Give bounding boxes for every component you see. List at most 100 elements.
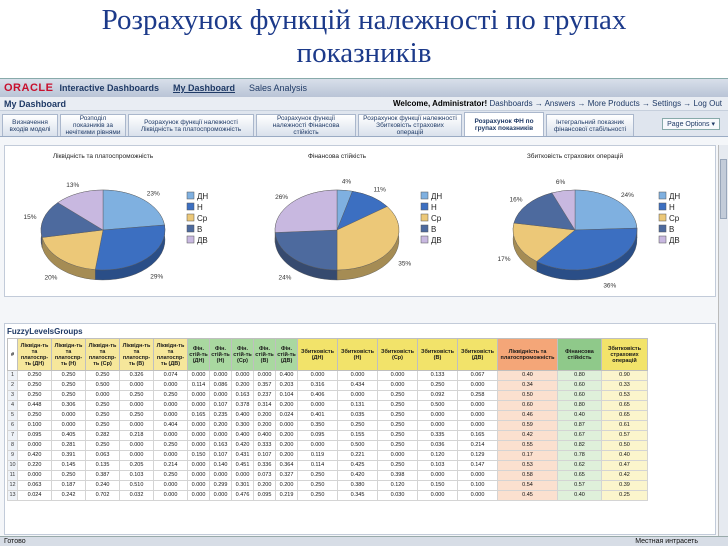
table-cell: 0.250 bbox=[17, 380, 52, 391]
table-cell: 0.103 bbox=[119, 470, 154, 481]
table-cell: 0.299 bbox=[209, 480, 232, 491]
table-cell: 0.250 bbox=[51, 390, 86, 401]
table-cell: 0.420 bbox=[17, 450, 52, 461]
table-cell: 0.62 bbox=[557, 460, 602, 471]
table-cell: 0.250 bbox=[417, 380, 458, 391]
tab-model-inputs[interactable]: Визначення входів моделі bbox=[2, 114, 58, 136]
legend-swatch-2-3 bbox=[658, 224, 667, 233]
table-cell: 0.000 bbox=[153, 410, 188, 421]
scroll-thumb[interactable] bbox=[720, 159, 727, 219]
table-cell: 0.114 bbox=[187, 380, 210, 391]
table-cell: 0.33 bbox=[601, 380, 648, 391]
table-cell: 0.000 bbox=[153, 380, 188, 391]
table-cell: 0.063 bbox=[85, 450, 120, 461]
table-cell: 0.250 bbox=[377, 390, 418, 401]
table-cell: 0.095 bbox=[297, 430, 338, 441]
table-cell: 0.000 bbox=[85, 390, 120, 401]
table-cell: 0.107 bbox=[209, 400, 232, 411]
table-cell: 0.400 bbox=[275, 370, 298, 381]
table-cell: 0.120 bbox=[377, 480, 418, 491]
legend-label-0-4: ДВ bbox=[197, 236, 208, 245]
table-cell: 0.34 bbox=[497, 380, 558, 391]
table-cell: 0.90 bbox=[601, 370, 648, 381]
table-cell: 0.448 bbox=[17, 400, 52, 411]
table-cell: 7 bbox=[7, 430, 18, 441]
table-cell: 2 bbox=[7, 380, 18, 391]
table-cell: 0.345 bbox=[337, 490, 378, 501]
table-cell: 0.50 bbox=[601, 440, 648, 451]
table-cell: 0.250 bbox=[85, 370, 120, 381]
legend-swatch-1-3 bbox=[420, 224, 429, 233]
table-cell: 0.000 bbox=[119, 400, 154, 411]
table-cell: 0.000 bbox=[187, 440, 210, 451]
legend-label-1-1: Н bbox=[431, 203, 437, 212]
table-cell: 0.150 bbox=[187, 450, 210, 461]
pie-charts: Ліквідність та платоспроможність 23% 29% 20… bbox=[24, 152, 681, 289]
vertical-scrollbar[interactable] bbox=[718, 145, 728, 546]
table-cell: 0.500 bbox=[85, 380, 120, 391]
table-cell: 0.200 bbox=[209, 420, 232, 431]
table-cell: 0.135 bbox=[85, 460, 120, 471]
table-cell: 0.000 bbox=[417, 470, 458, 481]
table-header-18: Збитковість страхових операцій bbox=[601, 338, 648, 371]
table-cell: 0.405 bbox=[51, 430, 86, 441]
dashboard-bar: My Dashboard Welcome, Administrator! Das… bbox=[0, 97, 728, 111]
table-cell: 0.000 bbox=[153, 450, 188, 461]
table-cell: 0.104 bbox=[275, 390, 298, 401]
table-cell: 0.000 bbox=[457, 410, 498, 421]
table-cell: 0.250 bbox=[297, 470, 338, 481]
page-options-button[interactable]: Page Options ▾ bbox=[662, 117, 720, 130]
dashboard-links: Welcome, Administrator! Dashboards → Ans… bbox=[393, 99, 722, 108]
table-cell: 0.250 bbox=[297, 480, 338, 491]
table-cell: 0.57 bbox=[601, 430, 648, 441]
tab-groups[interactable]: Розрахунок ФН по групах показників bbox=[464, 112, 544, 136]
tab-financial-stability[interactable]: Розрахунок функції належності Фінансова … bbox=[256, 114, 356, 136]
table-row: 4 0.448 0.306 0.250 0.000 0.000 0.000 0.107 0.37… bbox=[7, 400, 648, 411]
table-cell: 0.250 bbox=[17, 410, 52, 421]
table-cell: 0.235 bbox=[209, 410, 232, 421]
table-cell: 0.250 bbox=[51, 380, 86, 391]
legend-swatch-2-1 bbox=[658, 202, 667, 211]
table-cell: 0.155 bbox=[337, 430, 378, 441]
table-row: 11 0.000 0.250 0.387 0.103 0.250 0.000 0.000 0.0… bbox=[7, 470, 648, 481]
table-cell: 0.000 bbox=[231, 370, 254, 381]
table-panel: FuzzyLevelsGroups # Ліквідн-ть та платосп… bbox=[4, 323, 716, 535]
table-cell: 0.221 bbox=[337, 450, 378, 461]
table-cell: 0.58 bbox=[497, 470, 558, 481]
table-cell: 0.39 bbox=[601, 480, 648, 491]
table-cell: 0.250 bbox=[51, 370, 86, 381]
table-cell: 0.250 bbox=[85, 420, 120, 431]
pie-slice-2-0 bbox=[574, 189, 638, 231]
legend-swatch-1-4 bbox=[420, 235, 429, 244]
table-cell: 0.237 bbox=[253, 390, 276, 401]
tab-fuzzy-levels[interactable]: Розподіл показників за нечіткими рівнями bbox=[60, 114, 126, 136]
table-cell: 0.45 bbox=[497, 490, 558, 501]
status-zone: Местная интрасеть bbox=[635, 538, 698, 545]
table-header-17: Фінансова стійкість bbox=[557, 338, 602, 371]
table-cell: 0.282 bbox=[85, 430, 120, 441]
chart-title-2: Збитковість страхових операцій bbox=[527, 152, 624, 160]
table-cell: 0.404 bbox=[153, 420, 188, 431]
table-cell: 0.25 bbox=[601, 490, 648, 501]
table-row: 2 0.250 0.250 0.500 0.000 0.000 0.114 0.086 0.20… bbox=[7, 380, 648, 391]
header-nav-links[interactable]: Dashboards → Answers → More Products → S… bbox=[489, 99, 722, 108]
table-cell: 0.240 bbox=[85, 480, 120, 491]
nav-my-dashboard[interactable]: My Dashboard bbox=[173, 83, 236, 93]
table-cell: 0.87 bbox=[557, 420, 602, 431]
table-cell: 0.000 bbox=[377, 450, 418, 461]
tab-integral-index[interactable]: Інтегральний показник фінансової стабіль… bbox=[546, 114, 634, 136]
table-row: 10 0.220 0.145 0.135 0.205 0.214 0.000 0.140 0.4… bbox=[7, 460, 648, 471]
table-cell: 0.250 bbox=[377, 460, 418, 471]
pie-label-1-1: 11% bbox=[373, 187, 386, 194]
tab-liquidity[interactable]: Розрахунок функції належності Ліквідніст… bbox=[128, 114, 254, 136]
legend-label-2-3: В bbox=[669, 225, 674, 234]
table-cell: 0.000 bbox=[187, 470, 210, 481]
tab-loss-ratio[interactable]: Розрахунок функції належності Збитковіст… bbox=[358, 114, 462, 136]
legend-swatch-0-0 bbox=[186, 191, 195, 200]
table-header-10: Фін. стій-ть (ДВ) bbox=[275, 338, 298, 371]
table-cell: 0.60 bbox=[557, 390, 602, 401]
nav-sales-analysis[interactable]: Sales Analysis bbox=[249, 83, 308, 93]
pie-slice-2-4 bbox=[551, 189, 576, 231]
table-cell: 0.250 bbox=[119, 390, 154, 401]
table-cell: 0.000 bbox=[153, 430, 188, 441]
